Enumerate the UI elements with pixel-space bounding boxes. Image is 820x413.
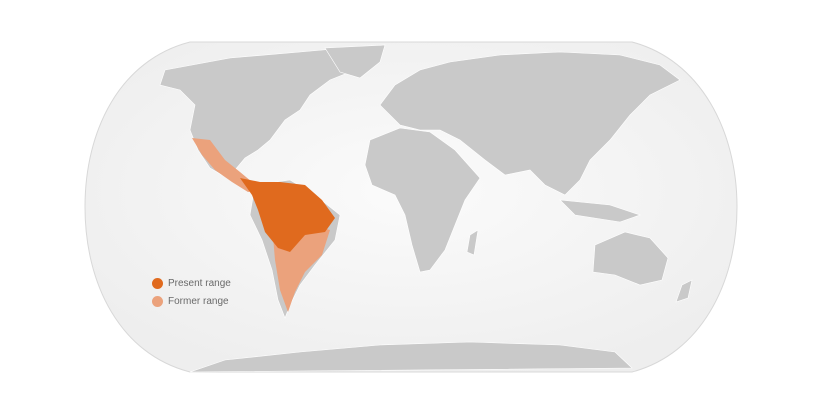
jaguar-range bbox=[192, 138, 335, 312]
legend-label: Present range bbox=[168, 277, 231, 289]
legend-item-present: Present range bbox=[152, 274, 231, 292]
former-range-swatch-icon bbox=[152, 295, 163, 307]
madagascar bbox=[466, 229, 479, 256]
greenland bbox=[324, 44, 386, 79]
legend-label: Former range bbox=[168, 295, 229, 307]
antarctica bbox=[189, 341, 633, 373]
new-zealand bbox=[675, 279, 693, 303]
map-legend: Present range Former range bbox=[152, 274, 231, 310]
eurasia bbox=[379, 51, 681, 196]
present-range-swatch-icon bbox=[152, 277, 163, 289]
present-range bbox=[240, 178, 335, 252]
legend-item-former: Former range bbox=[152, 292, 231, 310]
australia bbox=[592, 231, 669, 286]
africa bbox=[364, 127, 481, 273]
indonesia bbox=[559, 199, 641, 223]
